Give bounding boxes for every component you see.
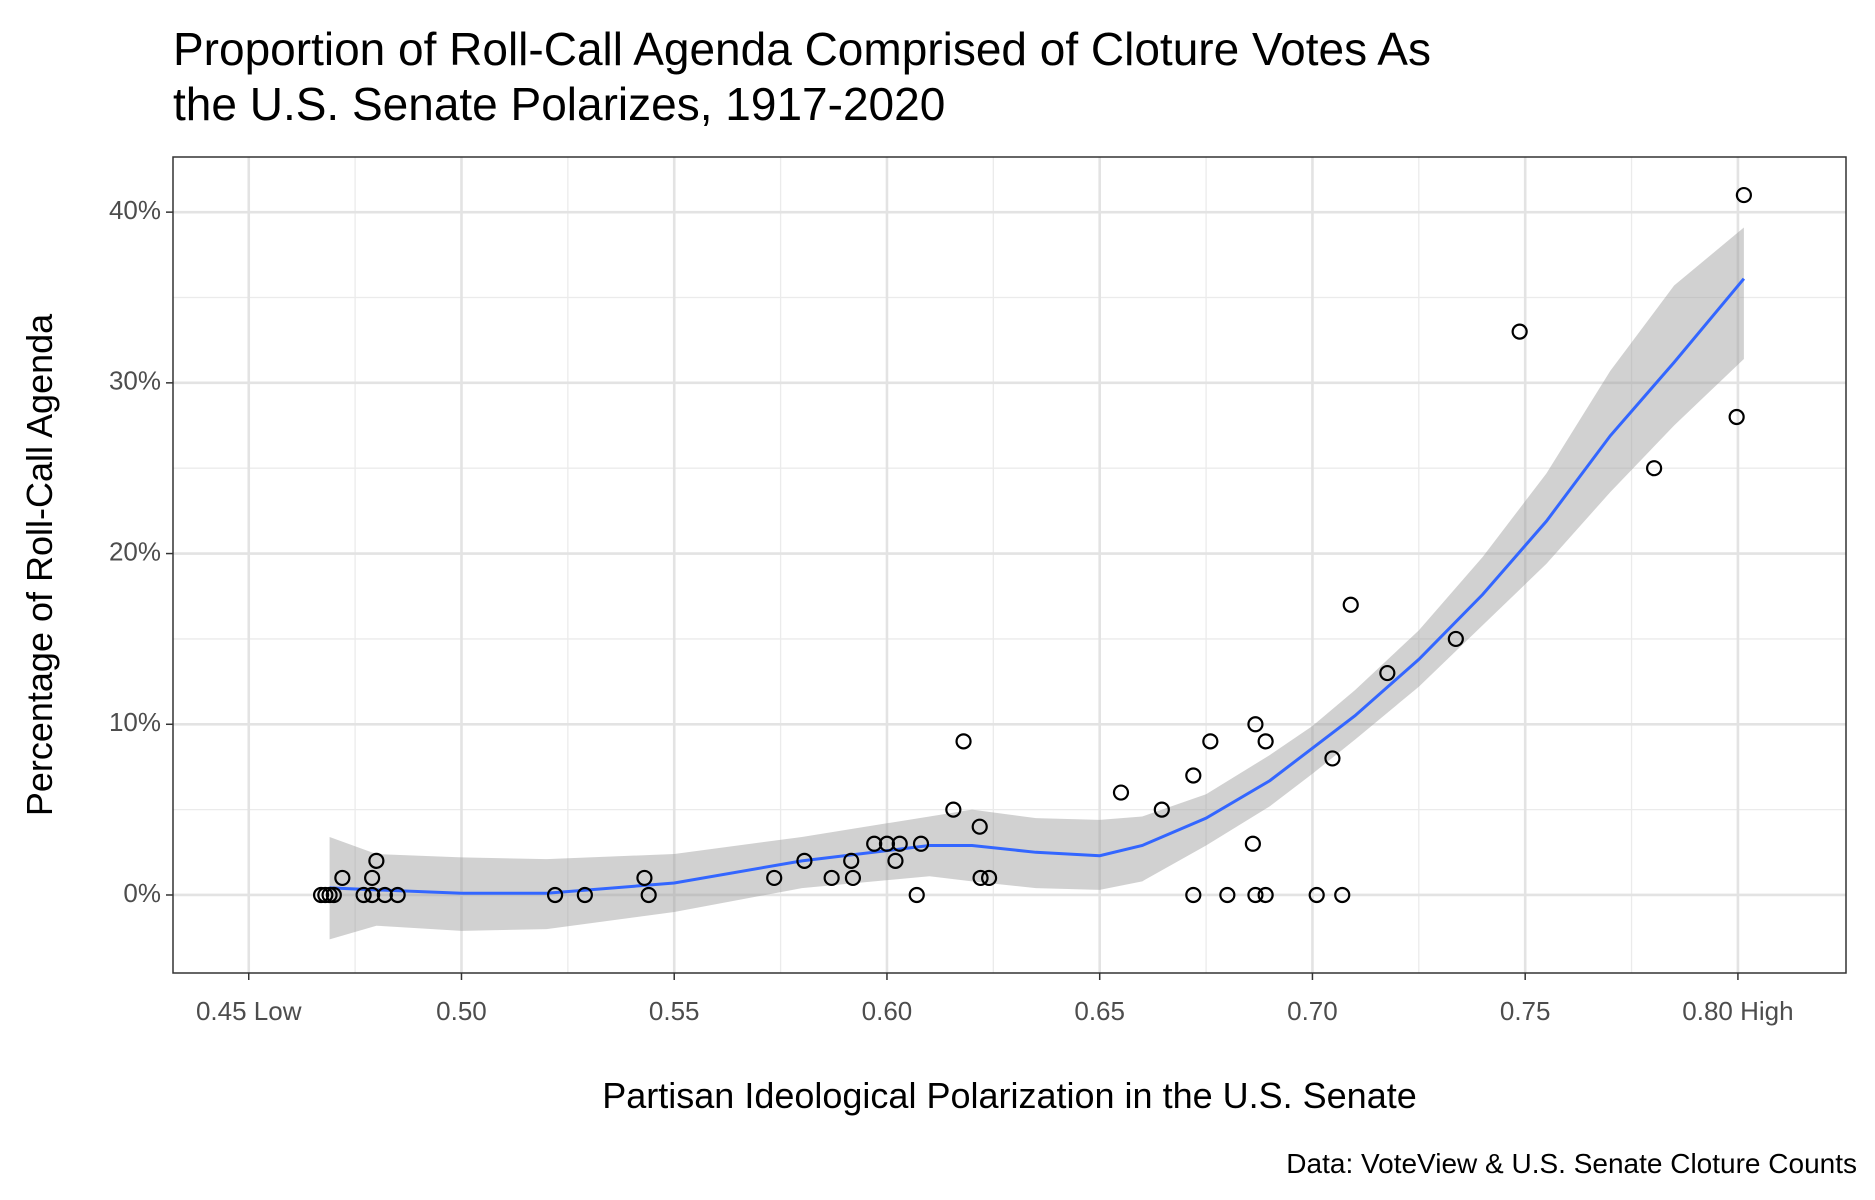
point [1247, 886, 1264, 904]
point [980, 869, 998, 887]
x-tick-label: 0.45 Low [195, 996, 302, 1026]
x-tick-label: 0.60 [861, 996, 913, 1026]
point [1257, 886, 1274, 904]
point [972, 869, 989, 887]
point [636, 869, 653, 887]
point [321, 886, 338, 904]
point [1244, 835, 1261, 852]
point [355, 886, 372, 904]
point [843, 852, 860, 869]
point [1334, 886, 1351, 904]
point [945, 801, 962, 818]
point [1447, 630, 1464, 648]
point [1342, 596, 1359, 613]
point [312, 886, 330, 904]
point [1257, 733, 1274, 750]
point [368, 852, 385, 869]
point [640, 886, 657, 904]
point [364, 886, 381, 904]
x-axis-title: Partisan Ideological Polarization in the… [602, 1075, 1417, 1116]
point [1112, 784, 1130, 801]
x-tick-label: 0.55 [648, 996, 700, 1026]
point [887, 852, 904, 869]
point [844, 869, 862, 887]
point [766, 869, 783, 887]
point [325, 886, 342, 904]
confidence-band [329, 227, 1744, 940]
point [1379, 664, 1396, 682]
point [891, 835, 908, 852]
point [823, 869, 840, 887]
point [376, 886, 393, 904]
point [1153, 801, 1170, 818]
x-tick-label: 0.70 [1287, 996, 1338, 1026]
point [1247, 716, 1264, 733]
point [866, 835, 883, 852]
point [1202, 733, 1219, 750]
point [546, 886, 564, 904]
caption: Data: VoteView & U.S. Senate Cloture Cou… [1286, 1148, 1857, 1179]
point [1219, 886, 1236, 904]
point [796, 852, 813, 869]
point [1185, 767, 1202, 784]
x-tick-label: 0.65 [1074, 996, 1125, 1026]
point [317, 886, 334, 904]
point [878, 835, 896, 852]
x-tick-label: 0.80 High [1682, 996, 1794, 1026]
point [1728, 408, 1745, 426]
y-tick-label: 30% [109, 366, 161, 396]
panel-border [172, 156, 1847, 974]
point [908, 886, 925, 904]
point [1308, 886, 1325, 904]
chart-title: Proportion of Roll-Call Agenda Comprised… [173, 23, 1431, 130]
point [955, 733, 972, 750]
x-tick-label: 0.75 [1499, 996, 1551, 1026]
y-tick-label: 10% [109, 707, 161, 737]
point [912, 835, 930, 852]
point [364, 869, 381, 887]
point [1735, 186, 1752, 204]
point [576, 886, 593, 904]
y-axis-title: Percentage of Roll-Call Agenda [19, 313, 60, 817]
point [1324, 750, 1341, 767]
smooth-line [329, 277, 1746, 895]
y-tick-label: 0% [123, 878, 161, 908]
y-tick-label: 20% [109, 536, 161, 566]
point [389, 886, 406, 904]
point [334, 869, 351, 887]
x-tick-label: 0.50 [436, 996, 487, 1026]
point [1511, 323, 1528, 340]
point [971, 818, 988, 835]
y-tick-label: 40% [109, 195, 161, 225]
point [1646, 460, 1663, 477]
point [1185, 886, 1202, 904]
